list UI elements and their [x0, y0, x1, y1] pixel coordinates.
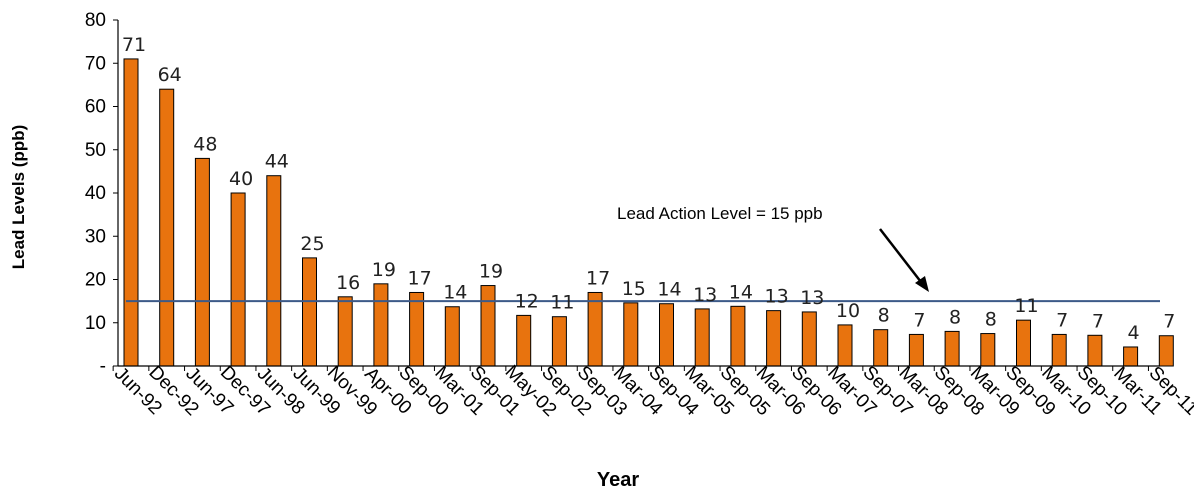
y-tick-label: 40 — [85, 183, 106, 204]
bar-Sep-03 — [588, 292, 602, 366]
data-label: 11 — [550, 292, 574, 314]
data-label: 16 — [336, 272, 360, 294]
reference-line-label: Lead Action Level = 15 ppb — [617, 204, 823, 223]
bar-Jun-98 — [267, 176, 281, 366]
data-label: 7 — [1056, 309, 1068, 331]
bar-Mar-05 — [695, 309, 709, 366]
bar-Sep-02 — [552, 317, 566, 366]
data-label: 10 — [836, 300, 860, 322]
bar-Sep-06 — [802, 312, 816, 366]
bar-Mar-09 — [981, 334, 995, 366]
data-label: 7 — [913, 309, 925, 331]
bar-Nov-99 — [338, 297, 352, 366]
bar-Dec-92 — [160, 89, 174, 366]
data-label: 8 — [878, 305, 890, 327]
y-axis-title: Lead Levels (ppb) — [9, 125, 28, 270]
data-label: 25 — [300, 233, 324, 255]
y-tick-label: 60 — [85, 97, 106, 118]
x-axis-title: Year — [597, 469, 639, 491]
data-label: 14 — [443, 282, 467, 304]
y-tick-label: 30 — [85, 226, 106, 247]
bar-Sep-04 — [660, 304, 674, 366]
bar-Sep-01 — [481, 286, 495, 366]
bar-Mar-07 — [838, 325, 852, 366]
data-label: 13 — [693, 284, 717, 306]
bar-Mar-10 — [1052, 334, 1066, 366]
bar-Sep-05 — [731, 306, 745, 366]
data-label: 7 — [1163, 311, 1175, 333]
data-label: 19 — [372, 259, 396, 281]
data-label: 7 — [1092, 310, 1104, 332]
data-label: 12 — [515, 290, 539, 312]
bar-May-02 — [517, 315, 531, 366]
bar-Mar-04 — [624, 303, 638, 366]
bar-Mar-01 — [445, 307, 459, 366]
bar-Sep-07 — [874, 330, 888, 366]
bar-Jun-92 — [124, 59, 138, 366]
data-label: 4 — [1128, 322, 1140, 344]
y-tick-label: 80 — [85, 10, 106, 31]
data-label: 64 — [158, 64, 182, 86]
bar-Sep-09 — [1017, 320, 1031, 366]
data-label: 71 — [122, 34, 146, 56]
y-tick-label: 10 — [85, 313, 106, 334]
data-label: 14 — [657, 279, 681, 301]
annotation-arrow — [880, 229, 929, 292]
y-tick-label: - — [100, 356, 106, 377]
bar-Apr-00 — [374, 284, 388, 366]
bar-Sep-11 — [1159, 336, 1173, 366]
y-tick-label: 70 — [85, 53, 106, 74]
y-tick-label: 50 — [85, 140, 106, 161]
bar-Mar-06 — [767, 311, 781, 366]
data-label: 40 — [229, 168, 253, 190]
data-label: 8 — [949, 306, 961, 328]
data-label: 17 — [408, 267, 432, 289]
data-label: 13 — [765, 286, 789, 308]
bar-Sep-08 — [945, 331, 959, 366]
bar-Mar-08 — [909, 334, 923, 366]
data-label: 17 — [586, 267, 610, 289]
bar-Jun-97 — [195, 158, 209, 366]
bar-Sep-00 — [410, 292, 424, 366]
data-label: 14 — [729, 281, 753, 303]
data-label: 19 — [479, 261, 503, 283]
bar-Dec-97 — [231, 193, 245, 366]
data-label: 48 — [193, 133, 217, 155]
data-label: 44 — [265, 151, 289, 173]
bar-Sep-10 — [1088, 335, 1102, 366]
data-label: 13 — [800, 287, 824, 309]
data-label: 11 — [1014, 295, 1038, 317]
data-label: 15 — [622, 278, 646, 300]
bar-Jun-99 — [303, 258, 317, 366]
data-label: 8 — [985, 309, 997, 331]
y-tick-label: 20 — [85, 270, 106, 291]
